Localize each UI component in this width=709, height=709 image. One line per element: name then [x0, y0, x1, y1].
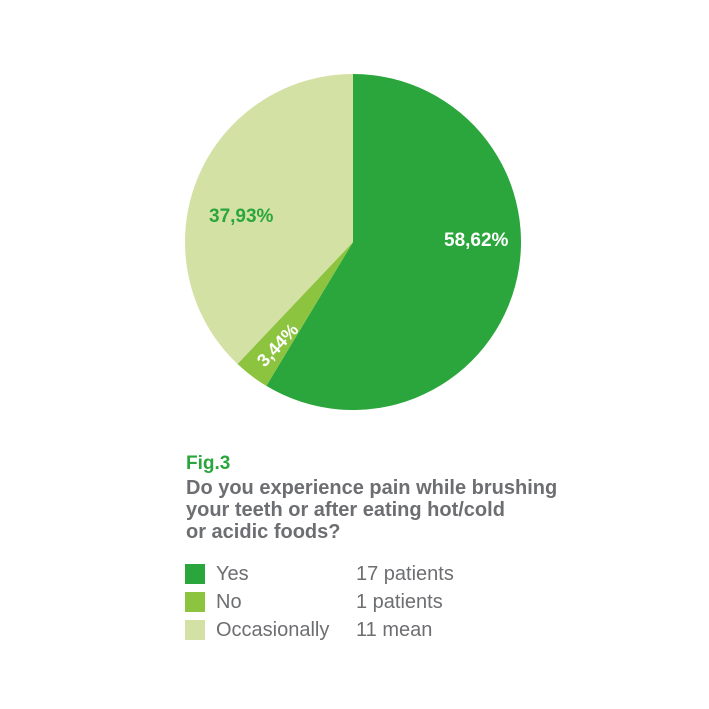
legend-value: 1 patients: [356, 590, 443, 613]
legend-label: No: [216, 590, 242, 613]
legend-row-occasionally: Occasionally 11 mean: [185, 618, 454, 641]
legend-value: 17 patients: [356, 562, 454, 585]
legend-row-yes: Yes 17 patients: [185, 562, 454, 585]
pie-slice-occasionally: [185, 74, 353, 364]
figure-question: Do you experience pain while brushing yo…: [186, 477, 557, 543]
question-line: or acidic foods?: [186, 521, 341, 543]
figure-number-label: Fig.3: [186, 453, 231, 474]
legend-swatch-yes-icon: [185, 564, 205, 584]
legend-swatch-no-icon: [185, 592, 205, 612]
legend-swatch-occasionally-icon: [185, 620, 205, 640]
legend-row-no: No 1 patients: [185, 590, 454, 613]
pie-chart: [185, 74, 521, 410]
question-line: your teeth or after eating hot/cold: [186, 499, 505, 521]
pie-slice-yes: [266, 74, 521, 410]
question-line: Do you experience pain while brushing: [186, 477, 558, 499]
legend-label: Yes: [216, 562, 249, 585]
legend-value: 11 mean: [356, 618, 433, 641]
slice-value-label-yes: 58,62%: [444, 230, 509, 251]
pie-slice-no: [237, 242, 353, 386]
legend-label: Occasionally: [216, 618, 330, 641]
slice-value-label-occasionally: 37,93%: [209, 206, 274, 227]
legend: Yes 17 patients No 1 patients Occasional…: [185, 562, 454, 648]
